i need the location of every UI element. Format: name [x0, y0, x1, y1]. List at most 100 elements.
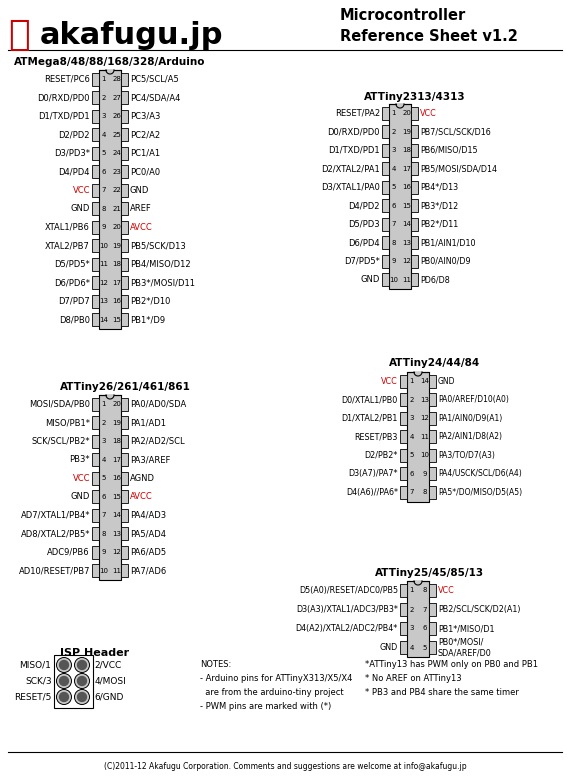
Bar: [382, 125, 389, 139]
Bar: [429, 583, 436, 597]
Bar: [382, 273, 389, 286]
Circle shape: [59, 692, 68, 702]
Text: D4/PD2: D4/PD2: [348, 201, 380, 210]
Text: 15: 15: [112, 317, 121, 323]
Text: 7: 7: [101, 512, 106, 518]
Bar: [92, 564, 99, 577]
Bar: [429, 641, 436, 655]
Bar: [92, 397, 99, 411]
Text: AD7/XTAL1/PB4*: AD7/XTAL1/PB4*: [21, 510, 90, 520]
Text: 4: 4: [409, 434, 414, 440]
Text: 6: 6: [422, 626, 427, 631]
Circle shape: [59, 677, 68, 685]
Bar: [429, 430, 436, 444]
Bar: [400, 467, 407, 481]
Text: 19: 19: [112, 419, 121, 426]
Text: 26: 26: [112, 113, 121, 119]
Text: 2: 2: [101, 95, 105, 101]
Bar: [92, 73, 99, 86]
Bar: [92, 220, 99, 234]
Text: 2: 2: [101, 419, 105, 426]
Text: PB2*/D11: PB2*/D11: [420, 220, 458, 229]
Polygon shape: [396, 104, 404, 108]
Text: XTAL2/PB7: XTAL2/PB7: [45, 241, 90, 250]
Text: PC5/SCL/A5: PC5/SCL/A5: [130, 74, 179, 84]
Text: 16: 16: [112, 298, 121, 304]
Text: 11: 11: [112, 568, 121, 574]
Text: 16: 16: [112, 475, 121, 481]
Text: 23: 23: [112, 169, 121, 175]
Text: PC2/A2: PC2/A2: [130, 130, 160, 140]
Text: 14: 14: [420, 378, 429, 384]
Bar: [429, 622, 436, 635]
Bar: [121, 220, 128, 234]
Bar: [121, 147, 128, 160]
Bar: [429, 375, 436, 388]
Text: GND: GND: [380, 643, 398, 652]
Text: 5: 5: [409, 452, 414, 459]
Text: PC1/A1: PC1/A1: [130, 149, 160, 158]
Text: PA5/AD4: PA5/AD4: [130, 529, 166, 539]
Bar: [400, 393, 407, 406]
Text: 8: 8: [422, 587, 427, 593]
Text: PC4/SDA/A4: PC4/SDA/A4: [130, 93, 180, 102]
Bar: [411, 255, 418, 268]
Bar: [429, 485, 436, 499]
Text: ATTiny2313/4313: ATTiny2313/4313: [364, 92, 466, 102]
Text: VCC: VCC: [72, 474, 90, 483]
Bar: [92, 91, 99, 104]
Text: 4/MOSI: 4/MOSI: [95, 677, 126, 685]
Text: 3: 3: [101, 438, 106, 445]
Text: akafugu.jp: akafugu.jp: [40, 20, 223, 49]
Text: D2/PB2*: D2/PB2*: [365, 451, 398, 459]
Text: D5(A0)/RESET/ADC0/PB5: D5(A0)/RESET/ADC0/PB5: [299, 586, 398, 595]
Bar: [382, 236, 389, 249]
Text: D7/PD5*: D7/PD5*: [344, 256, 380, 266]
Text: 14: 14: [402, 221, 411, 227]
Text: 2: 2: [409, 607, 414, 612]
Text: PC3/A3: PC3/A3: [130, 112, 160, 121]
Text: 12: 12: [402, 258, 411, 264]
Text: AVCC: AVCC: [130, 492, 153, 501]
Bar: [382, 107, 389, 120]
Text: 1: 1: [391, 111, 396, 116]
Text: D8/PB0: D8/PB0: [59, 315, 90, 325]
Bar: [92, 276, 99, 289]
Text: D4(A2)/XTAL2/ADC2/PB4*: D4(A2)/XTAL2/ADC2/PB4*: [296, 624, 398, 633]
Text: (C)2011-12 Akafugu Corporation. Comments and suggestions are welcome at info@aka: (C)2011-12 Akafugu Corporation. Comments…: [104, 762, 466, 771]
Bar: [411, 162, 418, 176]
Text: 3: 3: [101, 113, 106, 119]
Text: 1: 1: [409, 587, 414, 593]
Text: VCC: VCC: [72, 186, 90, 194]
Text: 7: 7: [101, 187, 106, 193]
Bar: [121, 546, 128, 559]
Text: D2/PD2: D2/PD2: [59, 130, 90, 140]
Bar: [411, 236, 418, 249]
Text: 10: 10: [99, 568, 108, 574]
Bar: [407, 581, 429, 657]
Polygon shape: [414, 581, 422, 585]
Bar: [92, 416, 99, 430]
Bar: [54, 655, 92, 707]
Text: PA0/AD0/SDA: PA0/AD0/SDA: [130, 400, 186, 408]
Text: PB3*/D12: PB3*/D12: [420, 201, 458, 210]
Text: PA2/AIN1/D8(A2): PA2/AIN1/D8(A2): [438, 432, 502, 441]
Text: NOTES:
- Arduino pins for ATTinyX313/X5/X4
  are from the arduino-tiny project
-: NOTES: - Arduino pins for ATTinyX313/X5/…: [200, 660, 352, 711]
Text: D3(A3)/XTAL1/ADC3/PB3*: D3(A3)/XTAL1/ADC3/PB3*: [296, 605, 398, 614]
Polygon shape: [106, 70, 114, 74]
Bar: [92, 165, 99, 179]
Bar: [92, 147, 99, 160]
Text: 5: 5: [422, 644, 427, 651]
Text: PA1/AIN0/D9(A1): PA1/AIN0/D9(A1): [438, 414, 502, 423]
Text: D7/PD7: D7/PD7: [58, 297, 90, 306]
Text: D0/RXD/PD0: D0/RXD/PD0: [328, 127, 380, 136]
Bar: [121, 564, 128, 577]
Text: 14: 14: [99, 317, 108, 323]
Bar: [400, 603, 407, 616]
Text: AD10/RESET/PB7: AD10/RESET/PB7: [18, 566, 90, 575]
Text: PB4*/D13: PB4*/D13: [420, 183, 458, 192]
Text: 12: 12: [420, 416, 429, 421]
Text: 11: 11: [420, 434, 429, 440]
Text: 19: 19: [112, 243, 121, 249]
Text: 4: 4: [101, 132, 105, 138]
